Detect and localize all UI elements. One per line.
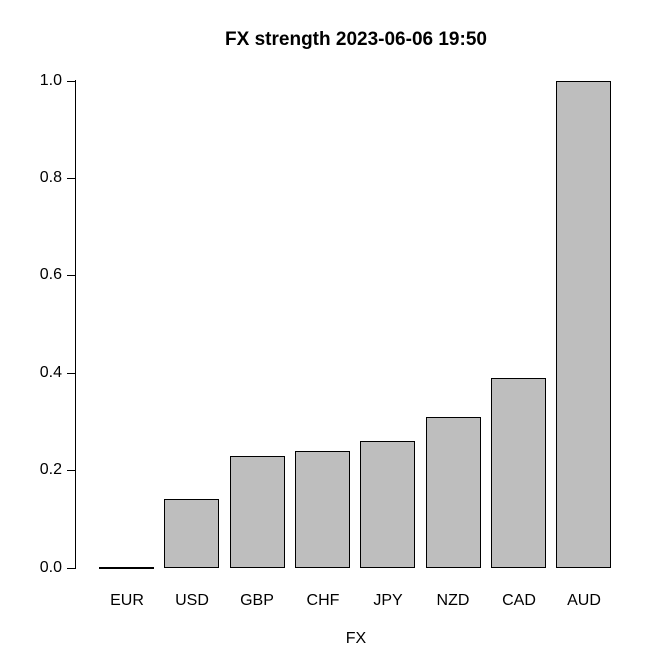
bar-cad: [491, 378, 546, 568]
y-axis-tick-label: 0.6: [39, 266, 62, 283]
bar-gbp: [230, 456, 285, 568]
x-axis-label-jpy: JPY: [373, 592, 403, 609]
y-axis-tick: [67, 81, 76, 82]
x-axis-label-gbp: GBP: [240, 592, 274, 609]
y-axis-tick-label: 0.0: [39, 559, 62, 576]
y-axis-line: [75, 80, 76, 569]
x-axis-label-chf: CHF: [306, 592, 340, 609]
bar-chf: [295, 451, 350, 568]
y-axis-tick: [67, 568, 76, 569]
y-axis-tick-label: 0.4: [39, 364, 62, 381]
x-axis-label-nzd: NZD: [436, 592, 470, 609]
y-axis-tick: [67, 178, 76, 179]
y-axis-tick: [67, 470, 76, 471]
x-axis-label-aud: AUD: [567, 592, 601, 609]
bar-eur: [99, 567, 154, 569]
y-axis-tick: [67, 275, 76, 276]
x-axis-title: FX: [345, 630, 367, 647]
bar-usd: [164, 499, 219, 568]
bar-aud: [556, 81, 611, 568]
y-axis-tick-label: 0.8: [39, 169, 62, 186]
y-axis-tick-label: 1.0: [39, 72, 62, 89]
y-axis-tick: [67, 373, 76, 374]
bar-nzd: [426, 417, 481, 568]
x-axis-label-cad: CAD: [502, 592, 536, 609]
chart-title: FX strength 2023-06-06 19:50: [225, 29, 487, 50]
y-axis-tick-label: 0.2: [39, 461, 62, 478]
x-axis-label-usd: USD: [175, 592, 209, 609]
bar-jpy: [360, 441, 415, 568]
x-axis-label-eur: EUR: [110, 592, 144, 609]
